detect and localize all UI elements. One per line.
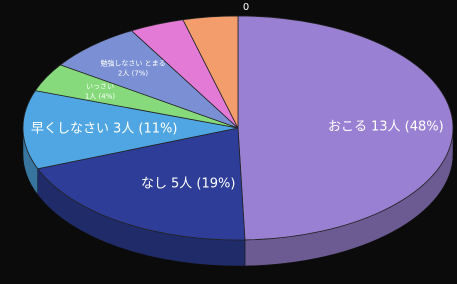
value-label: 1人 (4%) xyxy=(85,93,116,101)
value-label: 13人 (48%) xyxy=(371,119,444,134)
value-label: 5人 (19%) xyxy=(171,177,235,192)
slice-label: おこる xyxy=(328,119,367,134)
chart: 0 おこる 13人 (48%) なし 5人 (19%) 早くしなさい 3人 (11%) いっ… xyxy=(0,0,457,284)
value-label: 2人 (7%) xyxy=(118,70,149,78)
slice-label: 早くしなさい xyxy=(31,122,109,137)
value-label: 3人 (11%) xyxy=(113,122,177,137)
slice-label: いっさい xyxy=(86,83,114,91)
annotation: 0 xyxy=(243,2,249,13)
slice-label: 勉強しなさい とまる xyxy=(100,59,165,68)
slice-label: なし xyxy=(141,177,167,192)
